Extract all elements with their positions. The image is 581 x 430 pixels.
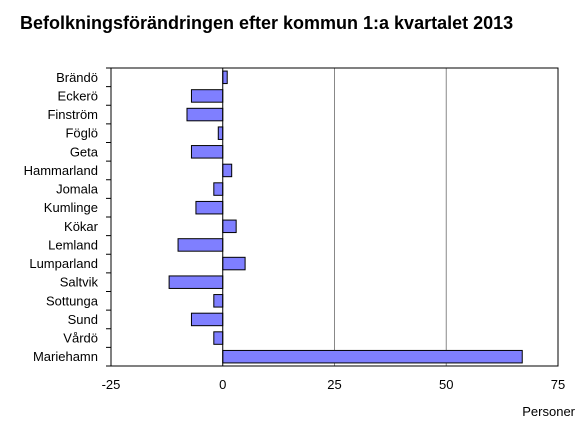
x-tick-label: -25 [102,377,121,392]
category-label: Jomala [56,182,99,197]
category-label: Saltvik [60,275,99,290]
x-tick-label: 75 [551,377,565,392]
bar [217,126,224,140]
bar [190,89,224,103]
category-label: Eckerö [58,88,98,103]
x-tick-label: 50 [439,377,453,392]
category-label: Föglö [65,126,98,141]
category-label: Kökar [64,219,99,234]
x-tick-label: 0 [219,377,226,392]
category-label: Sottunga [46,293,99,308]
category-label: Mariehamn [33,349,98,364]
bar [213,331,224,345]
x-axis-label: Personer [522,404,575,419]
bar [222,163,233,178]
bar [177,238,224,252]
category-label: Sund [68,312,98,327]
category-label: Vårdö [63,331,98,346]
bar [168,275,224,289]
bar [213,182,224,196]
bar [190,145,224,159]
category-label: Kumlinge [44,200,98,215]
category-label: Lumparland [29,256,98,271]
bar [213,294,224,308]
bar [190,312,224,327]
bar [195,200,224,215]
bar [222,349,523,364]
chart-title: Befolkningsförändringen efter kommun 1:a… [20,13,514,33]
bar [222,219,237,234]
category-label: Lemland [48,237,98,252]
category-label: Finström [47,107,98,122]
bar [186,107,224,122]
category-label: Hammarland [24,163,98,178]
bar [222,256,246,271]
category-label: Geta [70,144,99,159]
bar [222,70,228,85]
x-tick-label: 25 [327,377,341,392]
category-label: Brändö [56,70,98,85]
